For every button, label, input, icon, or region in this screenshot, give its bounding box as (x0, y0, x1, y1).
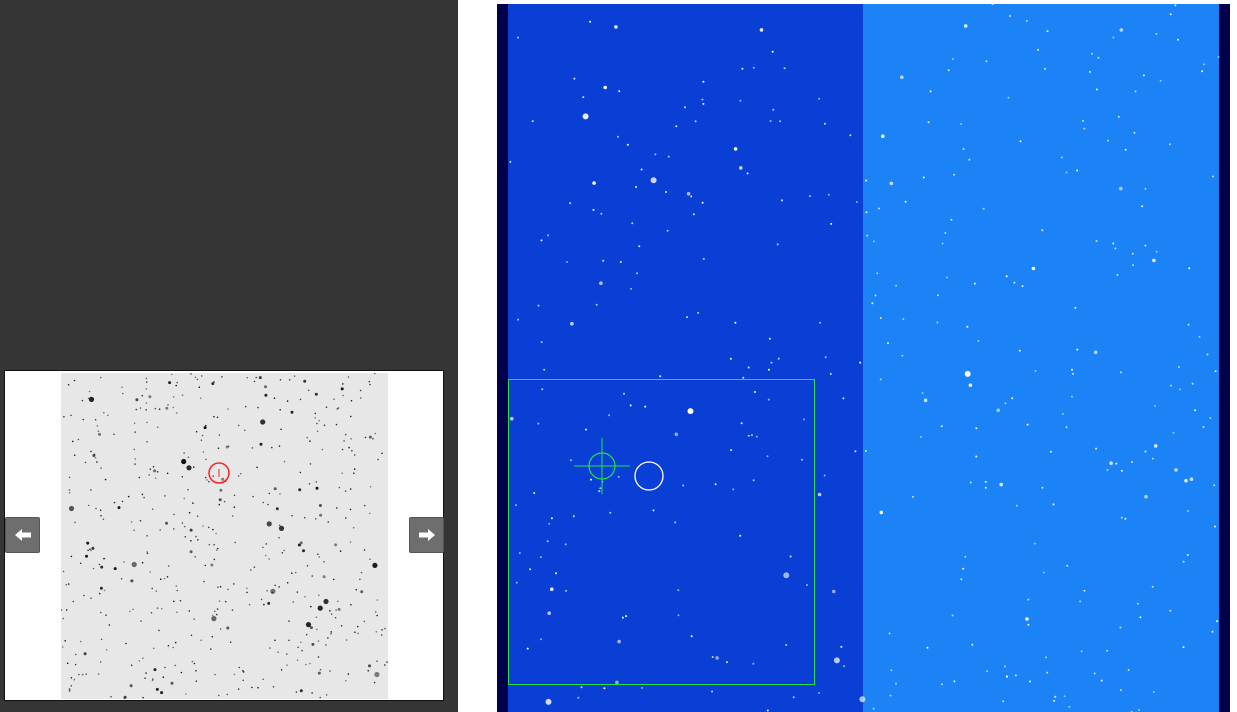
target-circle-icon (208, 462, 230, 484)
prev-button[interactable] (5, 517, 40, 553)
main-stars (509, 4, 1220, 712)
next-button[interactable] (409, 517, 444, 553)
crosshair-icon (574, 438, 630, 494)
right-chip (863, 4, 1219, 712)
main-image-viewer[interactable] (497, 4, 1230, 712)
ccd-frame-image[interactable] (497, 4, 1230, 712)
finder-chart-frame (4, 370, 444, 701)
left-panel (0, 0, 458, 712)
selection-box[interactable] (508, 379, 815, 685)
arrow-left-icon (14, 529, 31, 541)
arrow-right-icon (418, 529, 435, 541)
left-chip (508, 4, 863, 712)
finder-stars (61, 373, 388, 699)
circle-marker-icon (634, 461, 664, 491)
finder-chart-image (61, 373, 388, 699)
